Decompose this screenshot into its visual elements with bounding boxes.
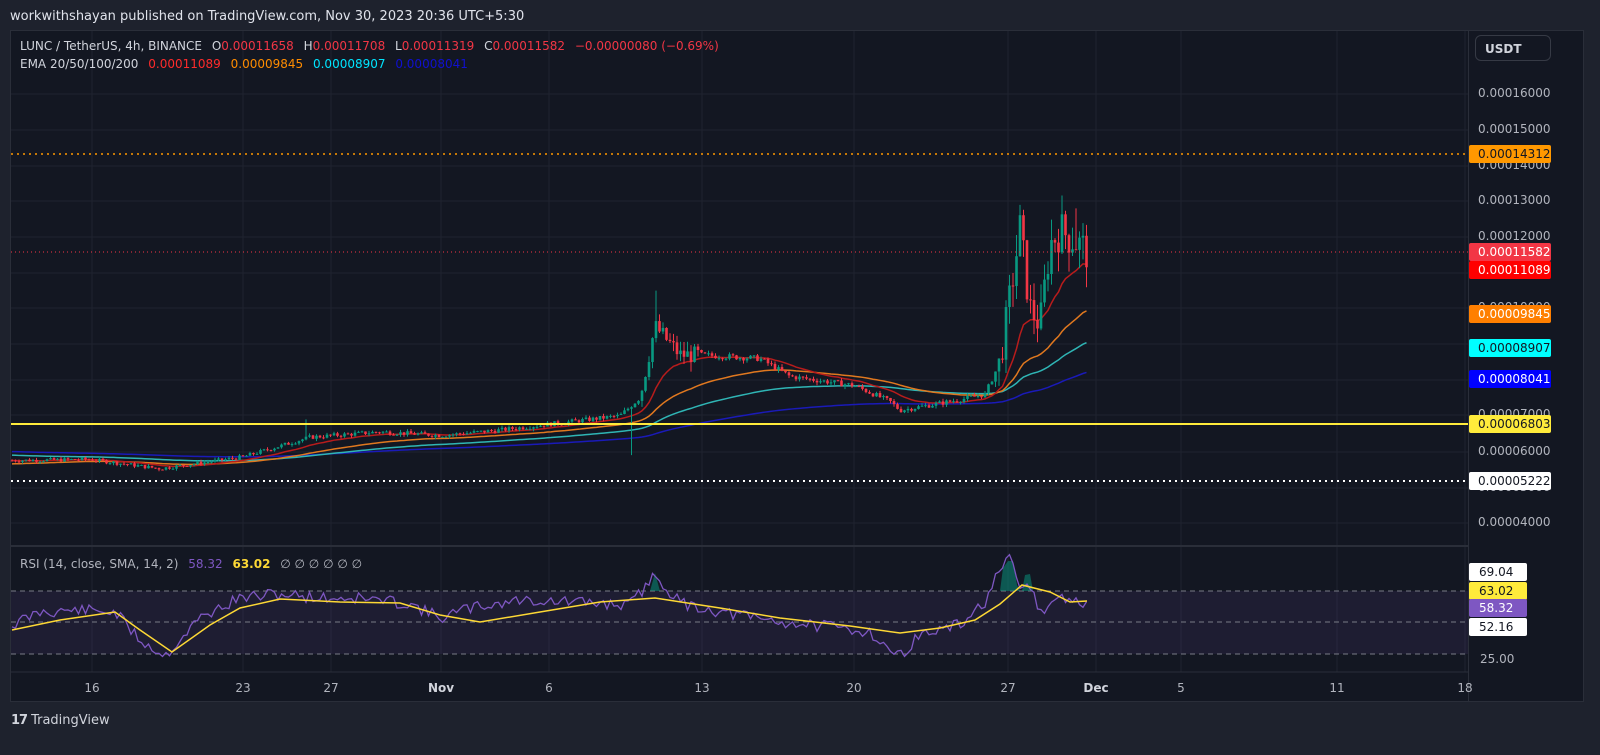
time-tick: 18 xyxy=(1457,681,1473,695)
ema-label[interactable]: EMA 20/50/100/200 xyxy=(20,57,139,71)
symbol-legend: LUNC / TetherUS, 4h, BINANCE O0.00011658… xyxy=(20,39,725,53)
price-tag: 63.02 xyxy=(1469,582,1527,600)
price-tag: 0.00008907 xyxy=(1469,339,1551,357)
open-label: O xyxy=(211,39,222,53)
price-tag: 0.00011582 xyxy=(1469,243,1551,261)
price-tick: 0.00006000 xyxy=(1478,444,1551,458)
time-tick: 5 xyxy=(1177,681,1185,695)
price-tag: 52.16 xyxy=(1469,618,1527,636)
price-tag: 58.32 xyxy=(1469,599,1527,617)
price-tag: 69.04 xyxy=(1469,563,1527,581)
time-tick: Nov xyxy=(427,681,455,695)
rsi-sma-value: 63.02 xyxy=(232,557,271,571)
tradingview-logo-icon: 17 xyxy=(11,713,28,728)
high-value: 0.00011708 xyxy=(312,39,386,53)
price-tick: 0.00016000 xyxy=(1478,86,1551,100)
price-tag: 0.00011089 xyxy=(1469,261,1551,279)
time-tick: 6 xyxy=(545,681,553,695)
time-tick: 27 xyxy=(323,681,339,695)
time-tick: 27 xyxy=(1000,681,1016,695)
price-tag: 0.00006803 xyxy=(1469,415,1551,433)
ema-legend: EMA 20/50/100/200 0.00011089 0.00009845 … xyxy=(20,57,474,71)
change-value: −0.00000080 (−0.69%) xyxy=(574,39,719,53)
rsi-extra-values: ∅ ∅ ∅ ∅ ∅ ∅ xyxy=(280,557,363,571)
time-tick: Dec xyxy=(1083,681,1109,695)
rsi-value: 58.32 xyxy=(188,557,223,571)
price-tick: 0.00013000 xyxy=(1478,193,1551,207)
low-value: 0.00011319 xyxy=(401,39,475,53)
price-tag: 0.00008041 xyxy=(1469,370,1551,388)
price-tag: 0.00009845 xyxy=(1469,305,1551,323)
price-tick: 0.00015000 xyxy=(1478,122,1551,136)
ema200-value: 0.00008041 xyxy=(395,57,468,71)
time-tick: 16 xyxy=(84,681,100,695)
close-label: C xyxy=(484,39,493,53)
rsi-tick: 25.00 xyxy=(1480,652,1515,666)
ema20-value: 0.00011089 xyxy=(148,57,221,71)
time-tick: 20 xyxy=(846,681,862,695)
time-tick: 13 xyxy=(694,681,710,695)
high-label: H xyxy=(303,39,313,53)
price-tick: 0.00004000 xyxy=(1478,515,1551,529)
published-caption: workwithshayan published on TradingView.… xyxy=(10,9,525,24)
close-value: 0.00011582 xyxy=(492,39,565,53)
open-value: 0.00011658 xyxy=(221,39,294,53)
tradingview-brand[interactable]: 17 TradingView xyxy=(11,713,110,728)
price-tag: 0.00005222 xyxy=(1469,472,1551,490)
price-axis[interactable] xyxy=(1468,31,1584,701)
ema100-value: 0.00008907 xyxy=(312,57,386,71)
tradingview-wordmark: TradingView xyxy=(31,713,110,728)
time-tick: 23 xyxy=(235,681,251,695)
symbol-label[interactable]: LUNC / TetherUS, 4h, BINANCE xyxy=(20,39,202,53)
rsi-label[interactable]: RSI (14, close, SMA, 14, 2) xyxy=(20,557,179,571)
price-tag: 0.00014312 xyxy=(1469,145,1551,163)
price-tick: 0.00012000 xyxy=(1478,229,1551,243)
time-tick: 11 xyxy=(1329,681,1345,695)
ema50-value: 0.00009845 xyxy=(230,57,304,71)
rsi-legend: RSI (14, close, SMA, 14, 2) 58.32 63.02 … xyxy=(20,557,368,571)
low-label: L xyxy=(395,39,402,53)
currency-button[interactable]: USDT xyxy=(1475,35,1551,61)
